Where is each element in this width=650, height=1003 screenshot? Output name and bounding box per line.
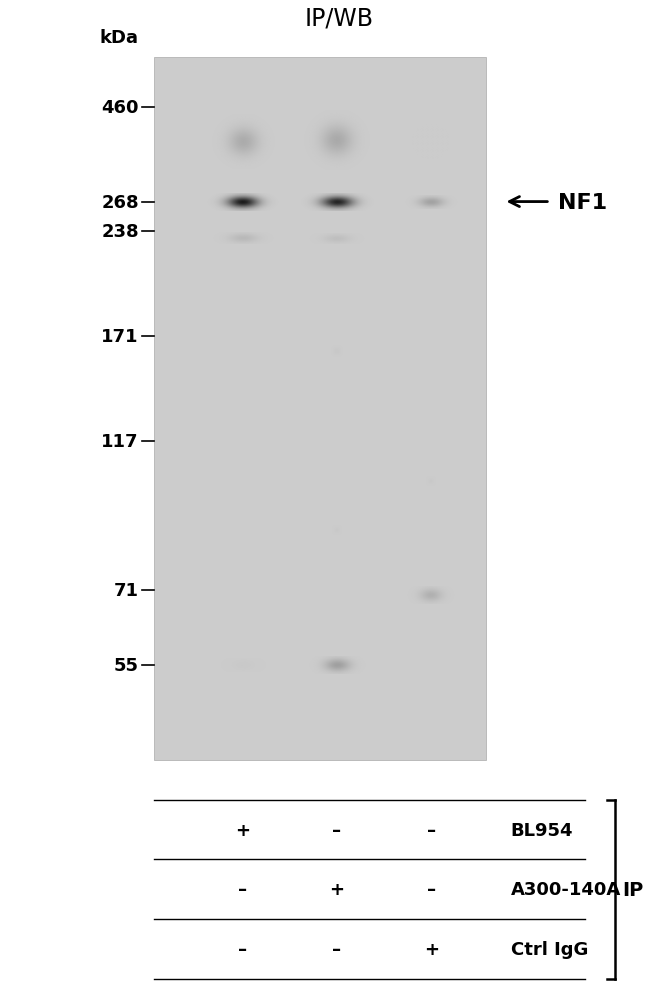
Text: –: – xyxy=(426,881,436,899)
Text: IP: IP xyxy=(623,880,644,899)
Text: 55: 55 xyxy=(114,656,139,674)
Text: 238: 238 xyxy=(101,224,139,242)
Text: –: – xyxy=(426,820,436,839)
Text: 171: 171 xyxy=(101,328,139,346)
Text: –: – xyxy=(333,820,342,839)
Text: BL954: BL954 xyxy=(510,820,573,839)
Text: +: + xyxy=(330,881,344,899)
Text: NF1: NF1 xyxy=(558,193,607,213)
Text: –: – xyxy=(333,940,342,958)
Text: kDa: kDa xyxy=(99,29,138,47)
Text: –: – xyxy=(239,940,248,958)
Text: 268: 268 xyxy=(101,194,139,212)
Text: –: – xyxy=(239,881,248,899)
Text: IP/WB: IP/WB xyxy=(305,6,374,30)
Text: +: + xyxy=(235,820,250,839)
Text: 117: 117 xyxy=(101,432,139,450)
Text: 71: 71 xyxy=(114,582,139,600)
Text: Ctrl IgG: Ctrl IgG xyxy=(510,940,588,958)
Bar xyxy=(153,58,486,760)
Text: 460: 460 xyxy=(101,98,139,116)
Text: +: + xyxy=(424,940,439,958)
Text: A300-140A: A300-140A xyxy=(510,881,621,899)
